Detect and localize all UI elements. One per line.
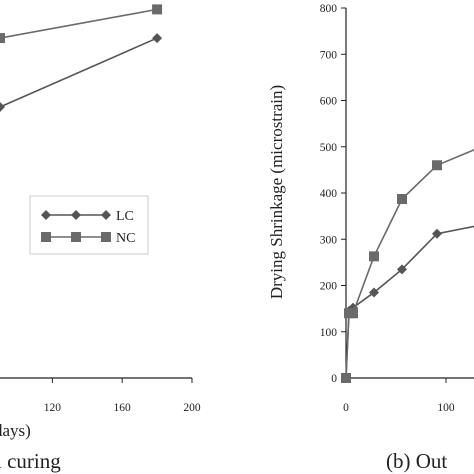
panel-b-series-lc-line [345,225,474,379]
panel-b-point-nc [348,308,358,319]
panel-b-point-nc [397,194,407,205]
legend-lc-marker [41,210,51,220]
legend-nc-marker [41,232,51,242]
panel-b-point-lc [432,228,442,239]
panel-b-caption: (b) Out [386,449,447,473]
panel-a-point-nc [0,33,5,44]
panel-a-x-axis-title: days) [0,421,31,440]
panel-b-y-tick-label: 100 [320,327,338,339]
legend-lc-marker [71,210,81,220]
panel-b-y-axis-title: Drying Shrinkage (microstrain) [267,85,286,299]
panel-b-series-nc-line [345,149,474,379]
panel-a-point-lc [0,101,5,112]
panel-a-point-lc [152,33,163,44]
panel-b-point-nc [341,373,351,383]
panel-b-point-nc [369,251,379,262]
legend-box [29,195,149,255]
panel-b-y-tick-label: 500 [320,142,338,154]
panel-b-y-tick-label: 800 [320,3,338,15]
panel-b-plot-area [341,149,474,383]
legend-nc-label: NC [116,231,135,246]
panel-a-series-lc-line [0,37,158,108]
panel-b-y-tick-label: 600 [320,96,338,108]
panel-b-chart: 0 100 200 300 400 500 600 700 800 0 100 Drying Sh… [267,3,474,473]
panel-b-y-tick-label: 400 [320,188,338,200]
panel-b-x-tick-label: 100 [437,402,455,414]
panel-a-point-nc [152,4,163,15]
legend-lc-marker [101,210,111,220]
legend-nc-marker [101,232,111,242]
panel-b-y-tick-label: 700 [320,49,338,61]
panel-a-x-tick-label: 120 [44,402,62,414]
panel-a-x-tick-label: 200 [183,402,201,414]
panel-a-chart: 120 160 200 days) l curing LC NC [0,4,201,473]
panel-b-x-tick-label: 0 [343,402,349,414]
panel-a-legend: LC NC [29,195,149,255]
panel-b-y-ticks: 0 100 200 300 400 500 600 700 800 [320,3,346,385]
panel-b-point-lc [369,287,379,298]
panel-b-point-lc [397,264,407,275]
panel-b-y-tick-label: 200 [320,281,338,293]
panel-b-y-tick-label: 300 [320,234,338,246]
panel-a-x-ticks: 120 160 200 [44,378,201,414]
panel-a-caption: l curing [0,449,61,473]
panel-a-plot-area [0,4,163,112]
panel-b-y-tick-label: 0 [331,373,337,385]
panel-b-x-ticks: 0 100 [343,378,455,414]
panel-a-series-nc-line [0,8,158,39]
panel-a-x-tick-label: 160 [114,402,132,414]
legend-lc-label: LC [116,209,134,224]
panel-b-point-nc [432,160,442,171]
legend-nc-marker [71,232,81,242]
